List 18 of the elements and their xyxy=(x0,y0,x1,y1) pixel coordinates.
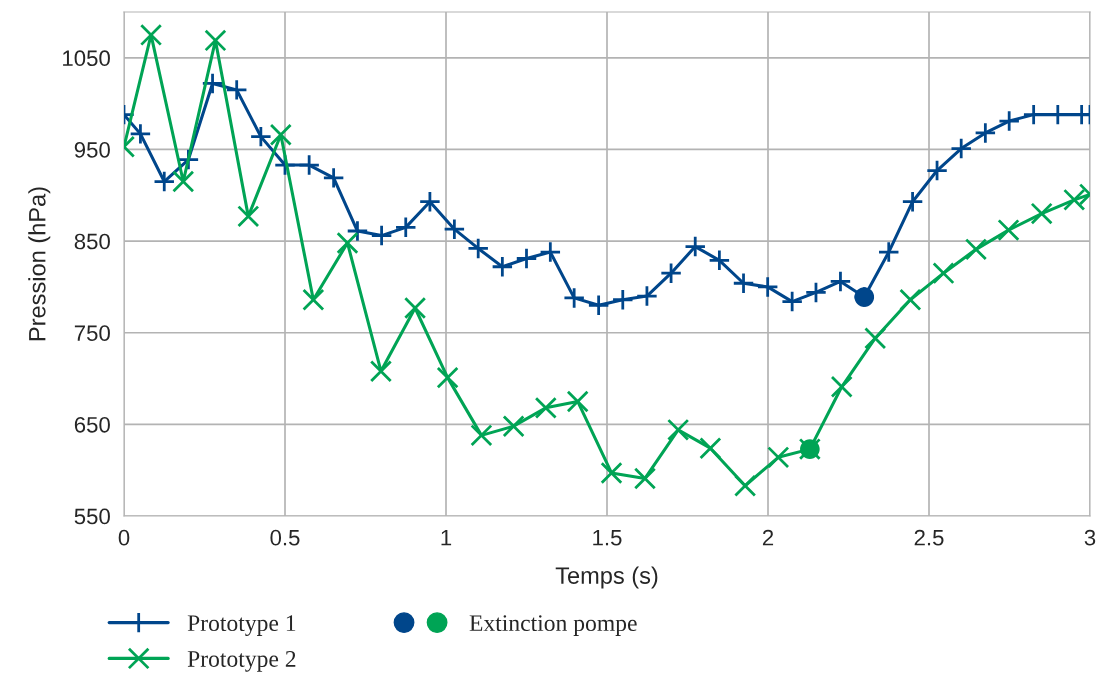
y-tick-label: 650 xyxy=(74,416,110,433)
x-tick-label: 0.5 xyxy=(270,529,300,546)
x-tick-label: 0 xyxy=(118,529,130,546)
legend-label: Extinction pompe xyxy=(469,615,637,636)
x-tick-label: 2.5 xyxy=(914,529,944,546)
y-tick-label: 850 xyxy=(74,233,110,250)
x-tick-label: 2 xyxy=(762,529,774,546)
y-axis-title: Pression (hPa) xyxy=(28,187,51,341)
x-tick-label: 3 xyxy=(1084,529,1096,546)
y-tick-label: 1050 xyxy=(63,50,110,67)
x-axis-title: Temps (s) xyxy=(555,566,658,589)
y-tick-label: 550 xyxy=(74,508,110,525)
x-tick-label: 1.5 xyxy=(593,530,622,546)
y-tick-label: 750 xyxy=(74,325,110,341)
legend-label: Prototype 1 xyxy=(187,615,296,636)
y-tick-label: 950 xyxy=(74,141,110,158)
legend-label: Prototype 2 xyxy=(187,651,296,672)
x-tick-label: 1 xyxy=(441,530,452,546)
